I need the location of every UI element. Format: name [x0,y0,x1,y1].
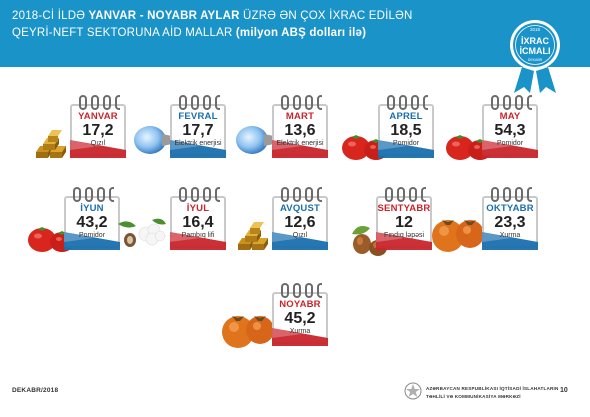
product-label: Fındıq ləpəsi [383,232,425,239]
calendar-rings-icon [281,95,322,110]
badge-sub: DEKABR [528,58,543,62]
calendar-rings-icon [385,187,426,202]
page-number: 10 [560,387,568,394]
calendar-rings-icon [387,95,428,110]
calendar-card-i̇yul: İYUL 16,4 Pambıq lifi [166,186,226,250]
product-label: Qızıl [90,140,106,147]
badge-line1: İXRAC [521,36,550,46]
cotton-icon [116,214,168,255]
calendar-fold-icon [170,232,226,250]
month-label: MAY [499,111,521,122]
badge-year: 2018 [530,27,541,32]
product-label: Pomidor [78,232,106,239]
calendar-fold-icon [376,232,432,250]
header-line2-bold: (milyon ABŞ dolları ilə) [235,27,367,39]
emblem-icon [404,382,422,400]
month-label: YANVAR [78,111,118,122]
footer-org-line2: TƏHLİLİ VƏ KOMMUNİKASİYA MƏRKƏZİ [426,394,521,399]
product-label: Pomidor [392,140,420,147]
export-review-badge: 2018 İXRAC İCMALI DEKABR [510,20,560,93]
month-label: MART [285,111,315,122]
product-label: Xurma [499,232,521,239]
export-value: 54,3 [494,122,526,139]
calendar-card-noyabr: NOYABR 45,2 Xurma [268,282,328,346]
calendar-card-may: MAY 54,3 Pomidor [478,94,538,158]
calendar-rings-icon [179,187,220,202]
export-value: 43,2 [76,214,108,231]
calendar-card-sentyabr: SENTYABR 12 Fındıq ləpəsi [372,186,432,250]
export-value: 45,2 [284,310,316,327]
calendar-card-avqust: AVQUST 12,6 Qızıl [268,186,328,250]
persimmon-icon [220,306,278,355]
calendar-fold-icon [378,140,434,158]
calendar-fold-icon [272,328,328,346]
month-label: APREL [389,111,423,122]
export-value: 17,2 [82,122,114,139]
calendar-fold-icon [272,140,328,158]
header-banner: 2018-Cİ İLDƏ YANVAR - NOYABR AYLAR ÜZRƏ … [0,0,590,67]
header-title-line2: QEYRİ-NEFT SEKTORUNA AİD MALLAR (milyon … [12,27,366,39]
calendar-fold-icon [170,140,226,158]
product-label: Elektrik enerjisi [174,140,222,147]
calendar-rings-icon [491,187,532,202]
gold-bars-icon [234,216,280,257]
calendar-card-i̇yun: İYUN 43,2 Pomidor [60,186,120,250]
footer-date: DEKABR/2018 [12,387,59,394]
calendar-fold-icon [482,232,538,250]
month-label: SENTYABR [377,203,431,214]
calendar-rings-icon [73,187,114,202]
calendar-rings-icon [491,95,532,110]
month-label: AVQUST [279,203,321,214]
calendar-fold-icon [64,232,120,250]
calendar-fold-icon [70,140,126,158]
export-value: 12,6 [284,214,316,231]
export-value: 17,7 [182,122,214,139]
month-label: FEVRAL [178,111,218,122]
month-label: İYUL [186,203,210,214]
calendar-card-oktyabr: OKTYABR 23,3 Xurma [478,186,538,250]
header-line1-prefix: 2018-Cİ İLDƏ [12,10,89,22]
calendar-card-yanvar: YANVAR 17,2 Qızıl [66,94,126,158]
badge-line2: İCMALI [520,46,551,56]
calendar-card-mart: MART 13,6 Elektrik enerjisi [268,94,328,158]
product-label: Pambıq lifi [181,232,215,239]
header-line1-bold: YANVAR - NOYABR AYLAR [88,10,240,22]
export-value: 18,5 [390,122,422,139]
product-label: Elektrik enerjisi [276,140,324,147]
calendar-card-aprel: APREL 18,5 Pomidor [374,94,434,158]
calendar-card-fevral: FEVRAL 17,7 Elektrik enerjisi [166,94,226,158]
calendar-rings-icon [79,95,120,110]
calendar-rings-icon [281,283,322,298]
product-label: Qızıl [292,232,308,239]
month-label: OKTYABR [486,203,534,214]
month-label: İYUN [80,203,104,214]
footer-org-line1: AZƏRBAYCAN RESPUBLİKASI İQTİSADİ İSLAHAT… [426,386,559,391]
header-line1-suffix: ÜZRƏ ƏN ÇOX İXRAC EDİLƏN [239,10,413,22]
export-value: 12 [395,214,413,231]
calendar-fold-icon [482,140,538,158]
product-label: Pomidor [496,140,524,147]
gold-bars-icon [32,124,78,165]
header-title-line1: 2018-Cİ İLDƏ YANVAR - NOYABR AYLAR ÜZRƏ … [12,10,412,22]
export-value: 16,4 [182,214,214,231]
persimmon-icon [430,210,488,259]
header-line2-prefix: QEYRİ-NEFT SEKTORUNA AİD MALLAR [12,27,236,39]
calendar-rings-icon [179,95,220,110]
calendar-rings-icon [281,187,322,202]
calendar-fold-icon [272,232,328,250]
product-label: Xurma [289,328,311,335]
export-value: 23,3 [494,214,526,231]
month-label: NOYABR [279,299,321,310]
export-value: 13,6 [284,122,316,139]
